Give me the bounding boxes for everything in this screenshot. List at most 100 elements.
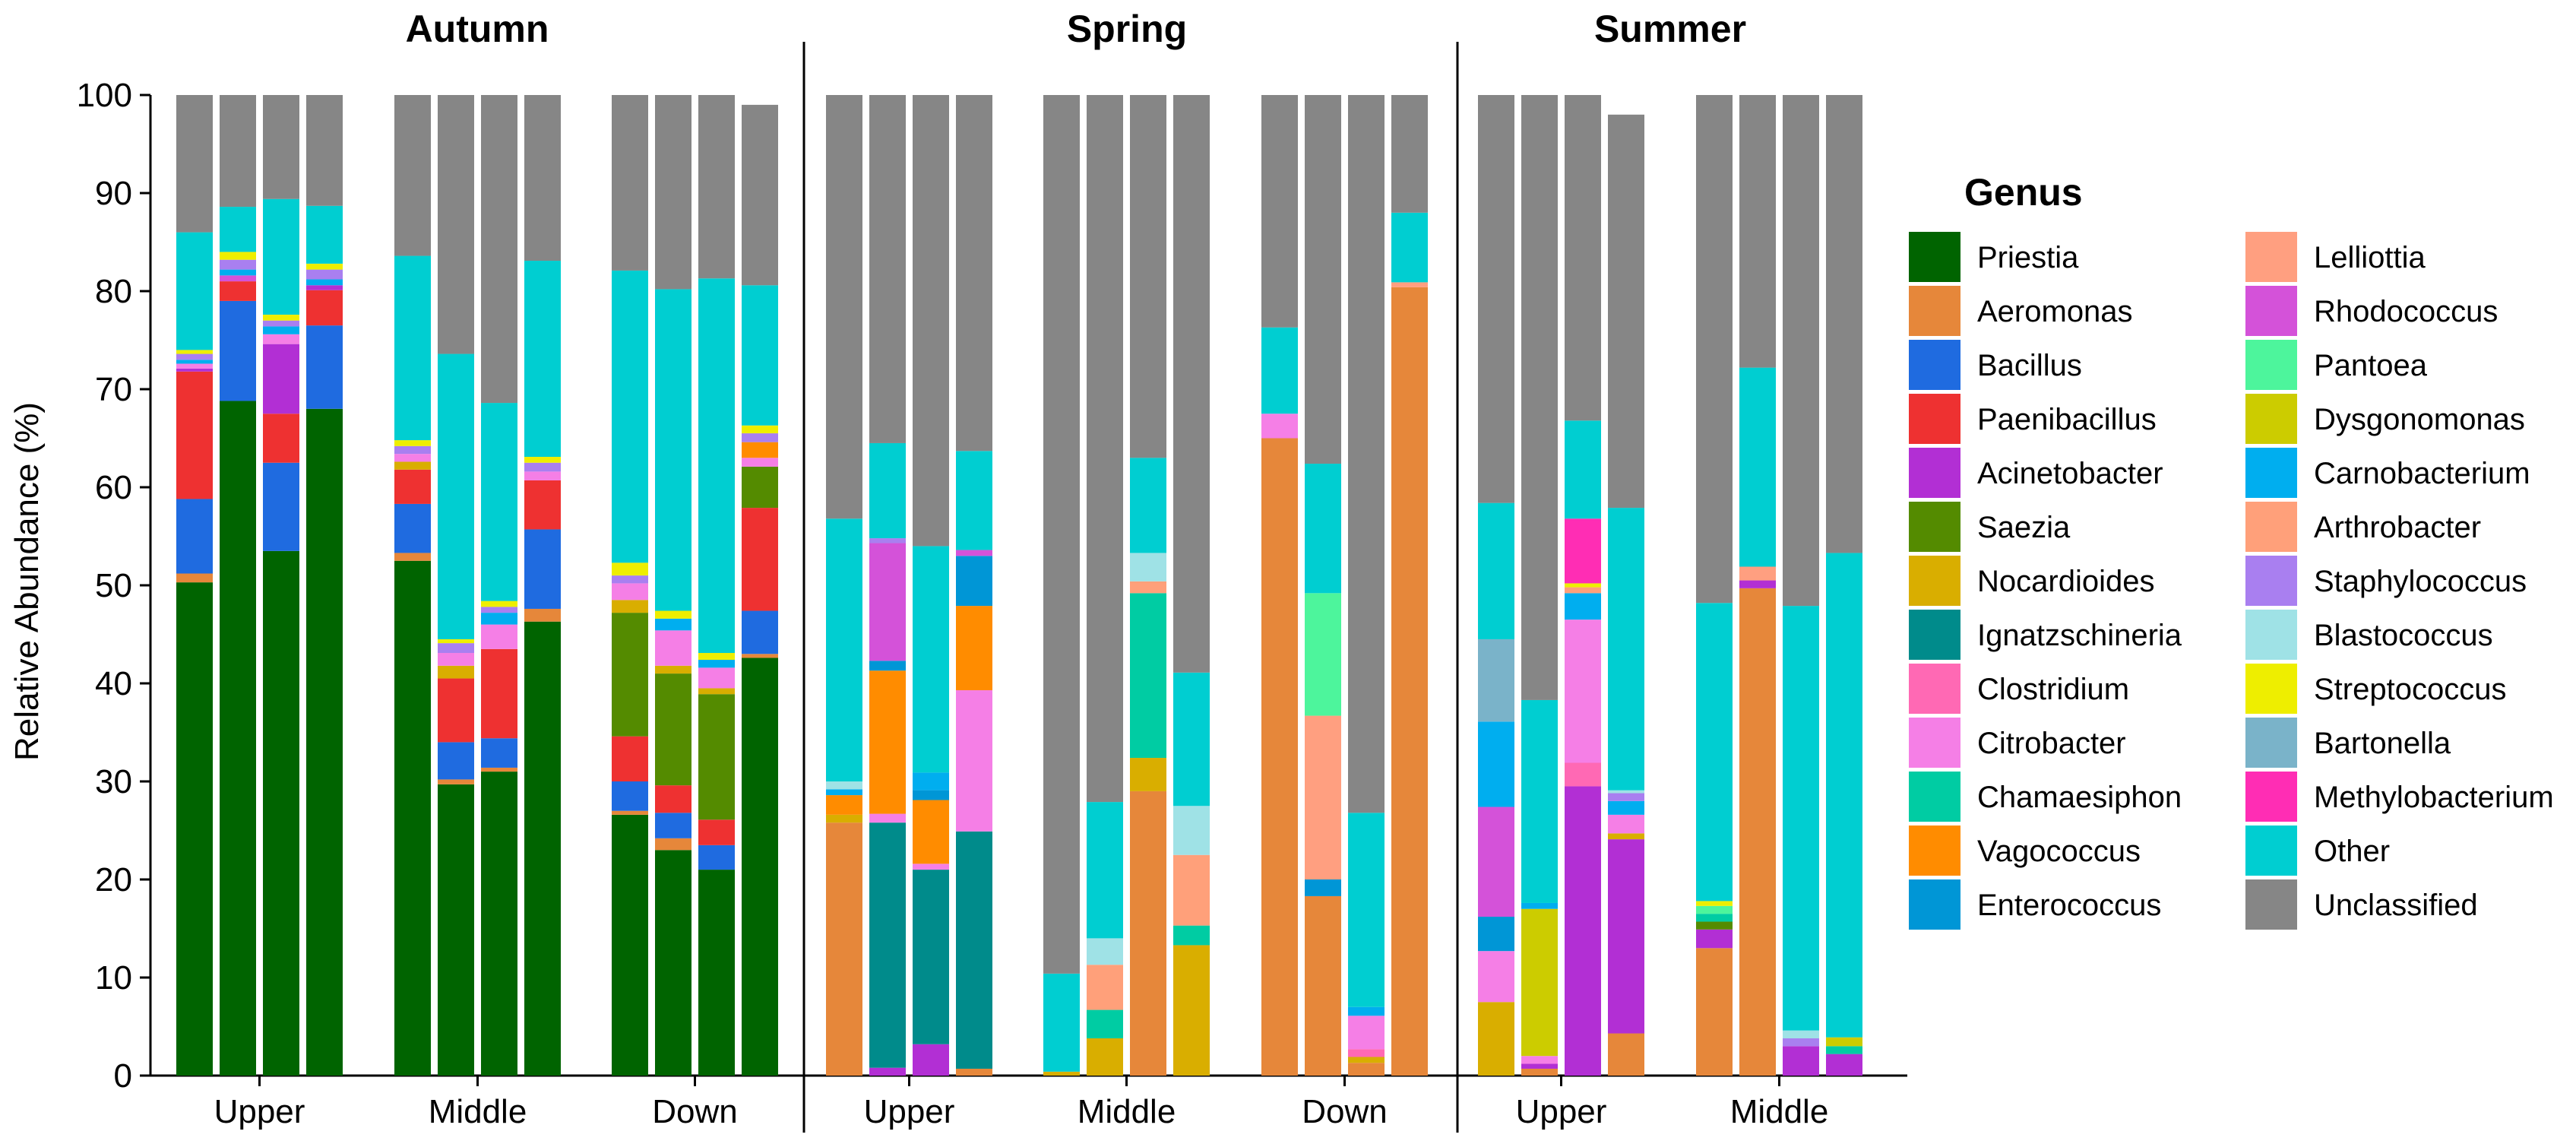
bar-segment-acinetobacter bbox=[306, 285, 343, 290]
legend-label: Enterococcus bbox=[1977, 889, 2161, 922]
bar-segment-aeromonas bbox=[1521, 1068, 1558, 1076]
bar-segment-paenibacillus bbox=[394, 469, 431, 504]
bar-stack bbox=[612, 95, 648, 1076]
bar-segment-saezia bbox=[1696, 921, 1733, 930]
bar-segment-aeromonas bbox=[826, 822, 862, 1076]
bar-segment-streptococcus bbox=[524, 457, 561, 463]
plot-area: Autumn Upper Middle Down Spring Upper Middle Do… bbox=[150, 8, 1907, 1133]
bar-segment-other bbox=[1608, 508, 1644, 791]
bar-segment-unclassified bbox=[1826, 95, 1862, 553]
bar-segment-paenibacillus bbox=[306, 290, 343, 326]
legend-item-other: Other bbox=[2245, 826, 2390, 876]
legend-label: Ignatzschineria bbox=[1977, 619, 2182, 652]
legend-swatch bbox=[1909, 232, 1960, 282]
bar-segment-dysgonomonas bbox=[1826, 1037, 1862, 1047]
bar-stack bbox=[1608, 114, 1644, 1076]
bar-segment-bacillus bbox=[698, 845, 735, 870]
bar-segment-aeromonas bbox=[481, 767, 517, 772]
bar-segment-citrobacter bbox=[1521, 1056, 1558, 1064]
bar-stack bbox=[481, 95, 517, 1076]
bar-segment-unclassified bbox=[220, 95, 256, 208]
bar-segment-priestia bbox=[263, 550, 299, 1076]
legend-swatch bbox=[1909, 340, 1960, 390]
bar-segment-other bbox=[176, 232, 213, 350]
bar-segment-unclassified bbox=[1173, 95, 1210, 673]
y-axis: 0 10 20 30 40 50 60 70 80 90 100 bbox=[77, 77, 152, 1095]
bar-segment-chamaesiphon bbox=[1696, 914, 1733, 922]
bar-segment-unclassified bbox=[1608, 114, 1644, 509]
bar-segment-clostridium bbox=[1565, 762, 1601, 787]
bar-segment-bartonella bbox=[1478, 639, 1514, 722]
bar-segment-nocardioides bbox=[826, 814, 862, 823]
bar-stack bbox=[220, 95, 256, 1076]
bar-segment-rhodococcus bbox=[220, 275, 256, 282]
bar-stack bbox=[1478, 95, 1514, 1076]
y-tick-label: 40 bbox=[95, 665, 132, 702]
bar-stack bbox=[176, 95, 213, 1076]
bar-stack bbox=[1305, 95, 1341, 1076]
bar-segment-bacillus bbox=[742, 610, 778, 654]
bar-stack bbox=[1565, 95, 1601, 1076]
bar-segment-aeromonas bbox=[176, 573, 213, 583]
legend-swatch bbox=[1909, 286, 1960, 336]
bar-segment-unclassified bbox=[1565, 95, 1601, 421]
bar-segment-arthrobacter bbox=[1130, 581, 1166, 594]
bar-segment-other bbox=[1696, 603, 1733, 902]
bar-segment-unclassified bbox=[1521, 95, 1558, 700]
bar-segment-carnobacterium bbox=[698, 660, 735, 668]
bar-segment-other bbox=[306, 205, 343, 264]
bar-segment-nocardioides bbox=[1087, 1038, 1123, 1076]
bar-segment-enterococcus bbox=[956, 556, 992, 607]
bar-segment-priestia bbox=[742, 658, 778, 1076]
bar-segment-streptococcus bbox=[1696, 901, 1733, 906]
legend-swatch bbox=[1909, 879, 1960, 930]
bar-segment-unclassified bbox=[1130, 95, 1166, 458]
bar-segment-streptococcus bbox=[263, 314, 299, 321]
bar-segment-streptococcus bbox=[612, 562, 648, 576]
bar-stack bbox=[306, 95, 343, 1076]
x-tick-label: Middle bbox=[429, 1093, 527, 1130]
legend-item-paenibacillus: Paenibacillus bbox=[1909, 394, 2157, 444]
bar-segment-streptococcus bbox=[176, 350, 213, 354]
bar-segment-unclassified bbox=[1261, 95, 1298, 328]
bar-segment-arthrobacter bbox=[1565, 587, 1601, 594]
bar-stack bbox=[1130, 95, 1166, 1076]
bar-segment-other bbox=[742, 285, 778, 426]
bar-segment-chamaesiphon bbox=[1173, 925, 1210, 946]
bar-segment-unclassified bbox=[306, 95, 343, 206]
bar-segment-paenibacillus bbox=[438, 678, 474, 743]
legend-label: Pantoea bbox=[2314, 349, 2428, 382]
bar-segment-nocardioides bbox=[438, 665, 474, 679]
bar-segment-carnobacterium bbox=[1565, 593, 1601, 620]
bar-segment-unclassified bbox=[1043, 95, 1080, 974]
y-tick-label: 100 bbox=[77, 77, 132, 114]
bar-segment-aeromonas bbox=[612, 810, 648, 815]
bar-segment-lelliottia bbox=[1305, 715, 1341, 879]
bar-segment-paenibacillus bbox=[220, 281, 256, 301]
legend-item-carnobacterium: Carnobacterium bbox=[2245, 448, 2530, 498]
y-tick-label: 20 bbox=[95, 861, 132, 898]
bar-stack bbox=[1087, 95, 1123, 1076]
bar-segment-priestia bbox=[481, 772, 517, 1076]
bar-segment-lelliottia bbox=[1739, 566, 1776, 581]
bar-segment-rhodococcus bbox=[1478, 807, 1514, 917]
bar-segment-aeromonas bbox=[1305, 895, 1341, 1076]
bar-segment-other bbox=[481, 403, 517, 601]
bar-stack bbox=[263, 95, 299, 1076]
bar-segment-nocardioides bbox=[394, 461, 431, 470]
bar-stack bbox=[1739, 95, 1776, 1076]
panel-title-autumn: Autumn bbox=[406, 8, 549, 50]
bar-segment-unclassified bbox=[655, 95, 691, 290]
legend-label: Aeromonas bbox=[1977, 295, 2133, 328]
bar-segment-streptococcus bbox=[306, 263, 343, 270]
y-tick-label: 30 bbox=[95, 763, 132, 800]
bar-segment-bacillus bbox=[176, 499, 213, 574]
legend-label: Bartonella bbox=[2314, 727, 2451, 760]
bar-segment-nocardioides bbox=[1608, 833, 1644, 840]
legend-item-enterococcus: Enterococcus bbox=[1909, 879, 2161, 930]
legend-label: Vagococcus bbox=[1977, 835, 2141, 868]
bar-segment-other bbox=[956, 451, 992, 550]
bar-segment-priestia bbox=[220, 401, 256, 1076]
bar-segment-other bbox=[1173, 672, 1210, 807]
y-tick-label: 80 bbox=[95, 273, 132, 310]
